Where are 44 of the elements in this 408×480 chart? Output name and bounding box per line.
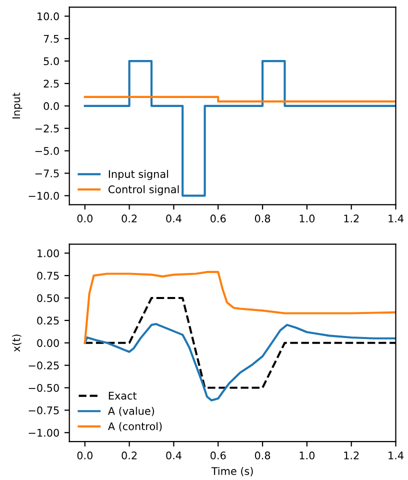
y-tick-label: −2.5 — [35, 124, 59, 132]
x-tick-label: 1.2 — [344, 452, 359, 460]
line-series — [84, 322, 396, 402]
x-tick-label: 0.6 — [210, 452, 226, 460]
x-tick-label: 1.0 — [300, 452, 315, 460]
x-tick-label: 0.6 — [210, 214, 226, 222]
x-axis-title: Time (s) — [211, 466, 253, 476]
x-tick-label: 1.2 — [344, 214, 359, 222]
x-tick-label: 0.8 — [254, 452, 270, 460]
y-tick-label: −10.0 — [28, 192, 59, 200]
legend-label: A (control) — [108, 422, 162, 432]
x-tick-label: 1.4 — [388, 214, 404, 222]
x-tick-label: 0.2 — [122, 214, 137, 222]
x-tick-label: 1.0 — [300, 214, 315, 222]
y-tick-label: 7.5 — [44, 34, 59, 43]
x-tick-label: 0.4 — [166, 452, 182, 460]
y-tick-label: −0.75 — [28, 406, 59, 414]
legend-label: A (value) — [108, 406, 154, 416]
x-tick-label: 0.0 — [77, 452, 92, 460]
y-axis-title: Input — [12, 92, 22, 118]
y-tick-label: 2.5 — [44, 80, 59, 88]
y-tick-label: −1.00 — [28, 428, 59, 437]
x-tick-label: 0.0 — [77, 214, 92, 222]
x-tick-label: 0.2 — [122, 452, 137, 460]
x-tick-label: 0.4 — [166, 214, 182, 222]
legend-label: Input signal — [108, 170, 168, 180]
x-tick-label: 0.8 — [254, 214, 270, 222]
y-tick-label: −0.25 — [28, 362, 59, 370]
legend-label: Exact — [108, 392, 137, 400]
y-tick-label: −0.50 — [28, 384, 59, 392]
y-tick-label: 10.0 — [38, 12, 59, 20]
y-tick-label: 0.00 — [37, 339, 59, 347]
y-tick-label: −7.5 — [35, 170, 59, 178]
x-tick-label: 1.4 — [388, 452, 404, 460]
y-tick-label: 0.0 — [44, 102, 59, 110]
y-tick-label: 0.25 — [37, 316, 59, 325]
y-axis-title: x(t) — [12, 334, 22, 352]
line-series — [84, 270, 396, 344]
legend-label: Control signal — [108, 185, 179, 196]
y-tick-label: 1.00 — [38, 249, 59, 258]
y-tick-label: −5.0 — [35, 147, 59, 155]
y-tick-label: 0.75 — [37, 272, 59, 280]
y-tick-label: 0.50 — [37, 294, 59, 302]
y-tick-label: 5.0 — [44, 57, 59, 66]
